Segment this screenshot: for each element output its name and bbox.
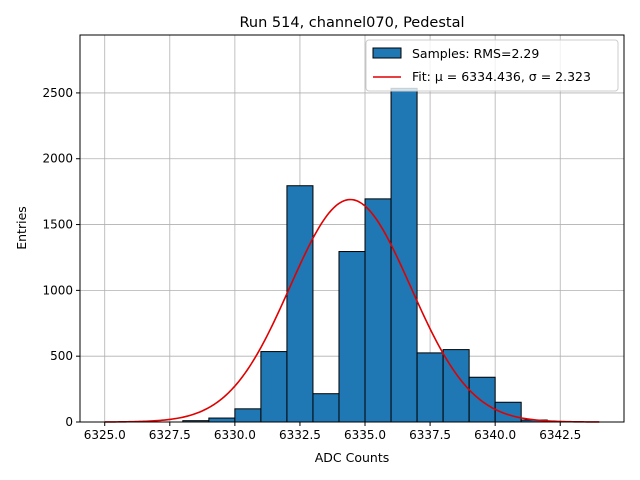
legend-box (365, 39, 619, 92)
histogram-bar (416, 352, 444, 423)
y-tick-label: 2500 (42, 86, 73, 100)
chart-title: Run 514, channel070, Pedestal (239, 15, 464, 31)
x-tick-label: 6332.5 (279, 428, 321, 442)
y-tick-label: 0 (65, 415, 73, 429)
x-axis-label: ADC Counts (315, 450, 390, 465)
histogram-bar (338, 251, 366, 423)
y-tick-label: 500 (50, 349, 73, 363)
x-tick-label: 6335.0 (344, 428, 386, 442)
x-tick-label: 6325.0 (84, 428, 126, 442)
histogram-bar (468, 376, 496, 423)
x-tick-label: 6342.5 (539, 428, 581, 442)
histogram-bar (364, 198, 392, 423)
y-tick-label: 1500 (42, 218, 73, 232)
histogram-bar (286, 185, 314, 423)
x-tick-label: 6337.5 (409, 428, 451, 442)
legend-histogram-label: Samples: RMS=2.29 (412, 46, 539, 61)
y-tick-label: 2000 (42, 152, 73, 166)
histogram-bar (260, 351, 288, 423)
y-axis-label: Entries (14, 206, 29, 250)
x-tick-label: 6327.5 (149, 428, 191, 442)
histogram-bars (182, 87, 548, 423)
histogram-bar (494, 401, 522, 423)
histogram-bar (390, 87, 418, 423)
histogram-bar (312, 393, 340, 423)
x-tick-label: 6340.0 (474, 428, 516, 442)
x-tick-label: 6330.0 (214, 428, 256, 442)
x-axis-ticks: 6325.0 6327.5 6330.0 6332.5 6335.0 6337.5 6340… (84, 422, 581, 442)
legend: Samples: RMS=2.29 Fit: μ = 6334.436, σ =… (365, 39, 619, 92)
fit-curve (104, 198, 600, 423)
legend-histogram-swatch (372, 47, 402, 59)
y-tick-label: 1000 (42, 283, 73, 297)
plot-frame (79, 34, 625, 423)
legend-fit-label: Fit: μ = 6334.436, σ = 2.323 (412, 69, 591, 84)
histogram-bar (234, 408, 262, 423)
y-axis-ticks: 0 500 1000 1500 2000 2500 (42, 86, 80, 429)
histogram-bar (208, 417, 236, 423)
